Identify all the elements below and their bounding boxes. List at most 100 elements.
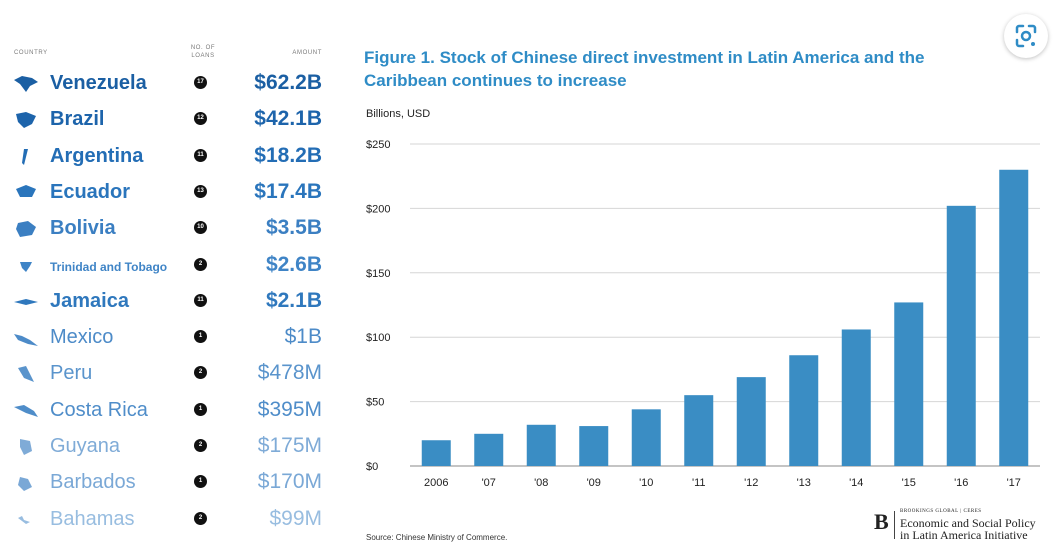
- x-tick-label: '14: [849, 477, 863, 489]
- loan-count-badge: 17: [194, 76, 207, 89]
- table-row: Argentina 11 $18.2B: [0, 139, 330, 175]
- table-row: Peru 2 $478M: [0, 356, 330, 392]
- country-name: Brazil: [50, 108, 105, 131]
- x-tick-label: '11: [692, 477, 706, 489]
- x-tick-label: '08: [534, 477, 548, 489]
- bar: [789, 355, 819, 466]
- country-map-icon: [18, 366, 34, 383]
- bar: [841, 329, 871, 466]
- logo-line-1: Economic and Social Policy: [900, 516, 1036, 530]
- country-map-icon: [14, 76, 38, 92]
- country-map-icon: [16, 221, 36, 238]
- logo-brand: BROOKINGS GLOBAL | CERES: [900, 509, 982, 514]
- y-tick-label: $0: [366, 461, 378, 473]
- amount-value: $3.5B: [265, 216, 322, 240]
- table-row: Jamaica 11 $2.1B: [0, 284, 330, 320]
- country-name: Costa Rica: [50, 398, 148, 421]
- country-map-icon: [22, 148, 28, 165]
- logo-line-2: in Latin America Initiative: [900, 528, 1028, 542]
- country-name: Guyana: [50, 435, 121, 457]
- country-map-icon: [14, 404, 38, 417]
- country-map-icon: [20, 261, 32, 272]
- y-tick-label: $100: [366, 332, 390, 344]
- country-name: Bolivia: [50, 217, 116, 240]
- source-note: Source: Chinese Ministry of Commerce.: [366, 533, 508, 542]
- loan-count-badge: 2: [194, 439, 207, 452]
- amount-value: $62.2B: [254, 71, 322, 94]
- loan-count-badge: 13: [194, 184, 207, 198]
- bar: [894, 302, 924, 466]
- logo-mark: B: [874, 509, 889, 534]
- country-map-icon: [14, 298, 38, 305]
- bar: [474, 433, 504, 466]
- logo-divider: [894, 511, 895, 539]
- x-tick-label: '09: [587, 477, 601, 489]
- loan-count-badge: 2: [194, 257, 207, 271]
- y-axis-unit: Billions, USD: [366, 108, 431, 120]
- table-row: Guyana 2 $175M: [0, 429, 330, 465]
- table-row: Bahamas 2 $99M: [0, 502, 330, 538]
- bar: [579, 426, 609, 466]
- loan-count-badge: 1: [194, 330, 207, 344]
- amount-value: $2.6B: [265, 252, 322, 276]
- country-map-icon: [18, 515, 30, 524]
- amount-value: $99M: [269, 506, 322, 530]
- country-name: Bahamas: [50, 507, 135, 530]
- lens-button[interactable]: [1004, 14, 1048, 58]
- investment-bar-chart: $0 $50 $100 $150 $200 $250 2006 '07 '08 '09 '10 '11…: [366, 139, 1040, 489]
- country-map-icon: [20, 439, 32, 455]
- table-row: Venezuela 17 $62.2B: [0, 66, 330, 102]
- bar: [526, 424, 556, 466]
- x-tick-label: '15: [902, 477, 916, 489]
- table-row: Brazil 12 $42.1B: [0, 102, 330, 138]
- chart-title: Figure 1. Stock of Chinese direct invest…: [364, 48, 925, 90]
- table-row: Ecuador 13 $17.4B: [0, 175, 330, 211]
- country-name: Mexico: [50, 326, 114, 349]
- country-name: Venezuela: [50, 72, 147, 94]
- y-tick-label: $50: [366, 397, 384, 409]
- table-row: Trinidad and Tobago 2 $2.6B: [0, 248, 330, 284]
- x-tick-label: 2006: [424, 477, 448, 489]
- table-row: Mexico 1 $1B: [0, 320, 330, 356]
- loans-header: NO. OF LOANS: [190, 45, 216, 59]
- amount-value: $170M: [257, 470, 322, 494]
- x-tick-label: '13: [797, 477, 811, 489]
- brookings-logo: B BROOKINGS GLOBAL | CERES Economic and …: [870, 505, 1060, 542]
- bar: [999, 169, 1029, 466]
- loan-count-badge: 12: [194, 112, 207, 126]
- x-tick-label: '17: [1007, 477, 1021, 489]
- country-name: Argentina: [50, 144, 144, 167]
- y-tick-label: $150: [366, 268, 390, 280]
- loan-count-badge: 11: [194, 293, 207, 307]
- amount-value: $395M: [257, 397, 322, 421]
- x-tick-label: '10: [639, 477, 653, 489]
- y-tick-label: $200: [366, 203, 390, 215]
- country-name: Trinidad and Tobago: [50, 259, 168, 274]
- country-map-icon: [14, 334, 38, 347]
- bar: [684, 395, 714, 466]
- table-row: Barbados 1 $170M: [0, 465, 330, 501]
- amount-value: $478M: [257, 361, 322, 385]
- country-header: COUNTRY: [14, 50, 48, 56]
- amount-value: $18.2B: [254, 143, 322, 167]
- table-row: Bolivia 10 $3.5B: [0, 211, 330, 247]
- x-tick-label: '07: [482, 477, 496, 489]
- amount-value: $175M: [257, 434, 322, 457]
- loan-count-badge: 2: [194, 511, 207, 525]
- loan-count-badge: 10: [194, 221, 207, 235]
- lens-icon: [1015, 24, 1037, 48]
- amount-value: $1B: [284, 325, 322, 349]
- country-name: Jamaica: [50, 289, 129, 312]
- bar: [421, 440, 451, 466]
- amount-value: $17.4B: [254, 179, 322, 203]
- bar: [946, 205, 976, 466]
- country-name: Barbados: [50, 471, 136, 494]
- country-map-icon: [18, 477, 32, 492]
- amount-value: $2.1B: [265, 288, 322, 312]
- loan-count-badge: 11: [194, 148, 207, 162]
- table-row: Costa Rica 1 $395M: [0, 393, 330, 429]
- x-tick-label: '16: [954, 477, 968, 489]
- country-name: Peru: [50, 362, 93, 385]
- amount-header: AMOUNT: [292, 50, 322, 56]
- bar: [736, 377, 766, 466]
